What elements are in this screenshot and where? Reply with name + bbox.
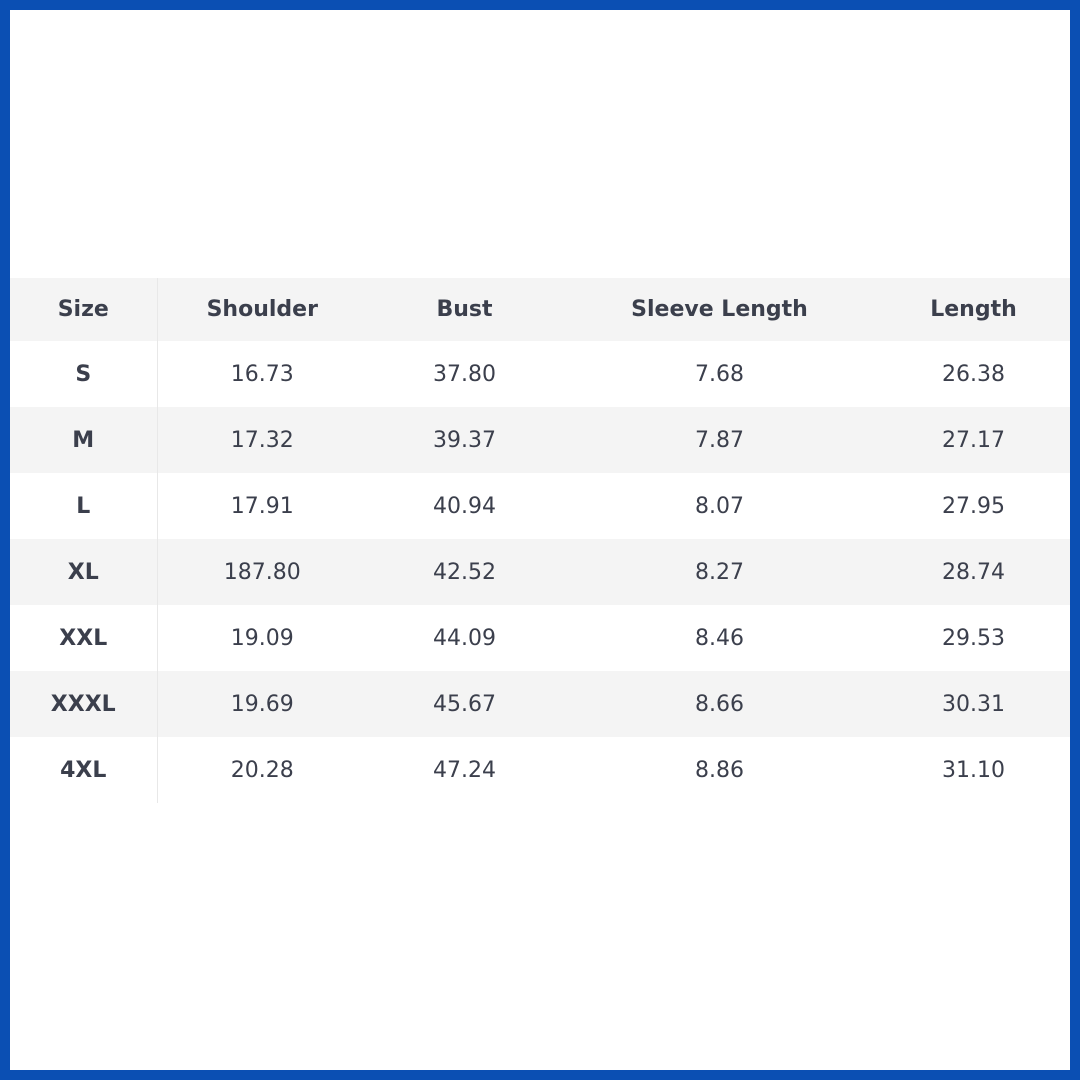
value-cell: 19.69 [157, 671, 367, 737]
table-row: L 17.91 40.94 8.07 27.95 [10, 473, 1070, 539]
size-cell: 4XL [10, 737, 158, 803]
value-cell: 42.52 [367, 539, 562, 605]
header-row: Size Shoulder Bust Sleeve Length Length [10, 278, 1070, 341]
size-cell: M [10, 407, 158, 473]
size-cell: XXL [10, 605, 158, 671]
value-cell: 187.80 [157, 539, 367, 605]
value-cell: 7.68 [695, 361, 744, 387]
value-cell: 29.53 [942, 625, 1005, 651]
value-cell: 39.37 [367, 407, 562, 473]
table-body: S 16.73 37.80 7.68 26.38 M 17.32 39.37 7.87 27.17… [10, 341, 1070, 803]
value-cell: 7.87 [562, 407, 877, 473]
value-cell: 27.95 [942, 493, 1005, 519]
value-cell: 47.24 [433, 757, 496, 783]
value-cell: 44.09 [433, 625, 496, 651]
value-cell: 40.94 [433, 493, 496, 519]
size-cell: S [10, 341, 158, 407]
table-row: XXL 19.09 44.09 8.46 29.53 [10, 605, 1070, 671]
value-cell: 17.32 [157, 407, 367, 473]
value-cell: 8.27 [562, 539, 877, 605]
table-row: XXXL 19.69 45.67 8.66 30.31 [10, 671, 1070, 737]
table-row: S 16.73 37.80 7.68 26.38 [10, 341, 1070, 407]
value-cell: 31.10 [942, 757, 1005, 783]
value-cell: 16.73 [230, 361, 294, 387]
size-cell: XXXL [10, 671, 158, 737]
header-cell: Bust [367, 278, 562, 341]
value-cell: 8.66 [562, 671, 877, 737]
value-cell: 30.31 [877, 671, 1070, 737]
value-cell: 28.74 [877, 539, 1070, 605]
value-cell: 20.28 [230, 757, 294, 783]
value-cell: 45.67 [367, 671, 562, 737]
value-cell: 8.07 [695, 493, 744, 519]
header-cell: Length [877, 278, 1070, 341]
size-cell: L [10, 473, 158, 539]
table-row: XL 187.80 42.52 8.27 28.74 [10, 539, 1070, 605]
table-row: 4XL 20.28 47.24 8.86 31.10 [10, 737, 1070, 803]
value-cell: 27.17 [877, 407, 1070, 473]
header-cell: Sleeve Length [562, 278, 877, 341]
header-cell: Shoulder [157, 278, 367, 341]
value-cell: 37.80 [433, 361, 496, 387]
value-cell: 19.09 [230, 625, 294, 651]
value-cell: 8.86 [695, 757, 744, 783]
value-cell: 26.38 [942, 361, 1005, 387]
value-cell: 17.91 [230, 493, 294, 519]
value-cell: 8.46 [695, 625, 744, 651]
size-table: Size Shoulder Bust Sleeve Length Length S 16.… [10, 278, 1071, 803]
table-row: M 17.32 39.37 7.87 27.17 [10, 407, 1070, 473]
header-cell: Size [10, 278, 158, 341]
size-cell: XL [10, 539, 158, 605]
